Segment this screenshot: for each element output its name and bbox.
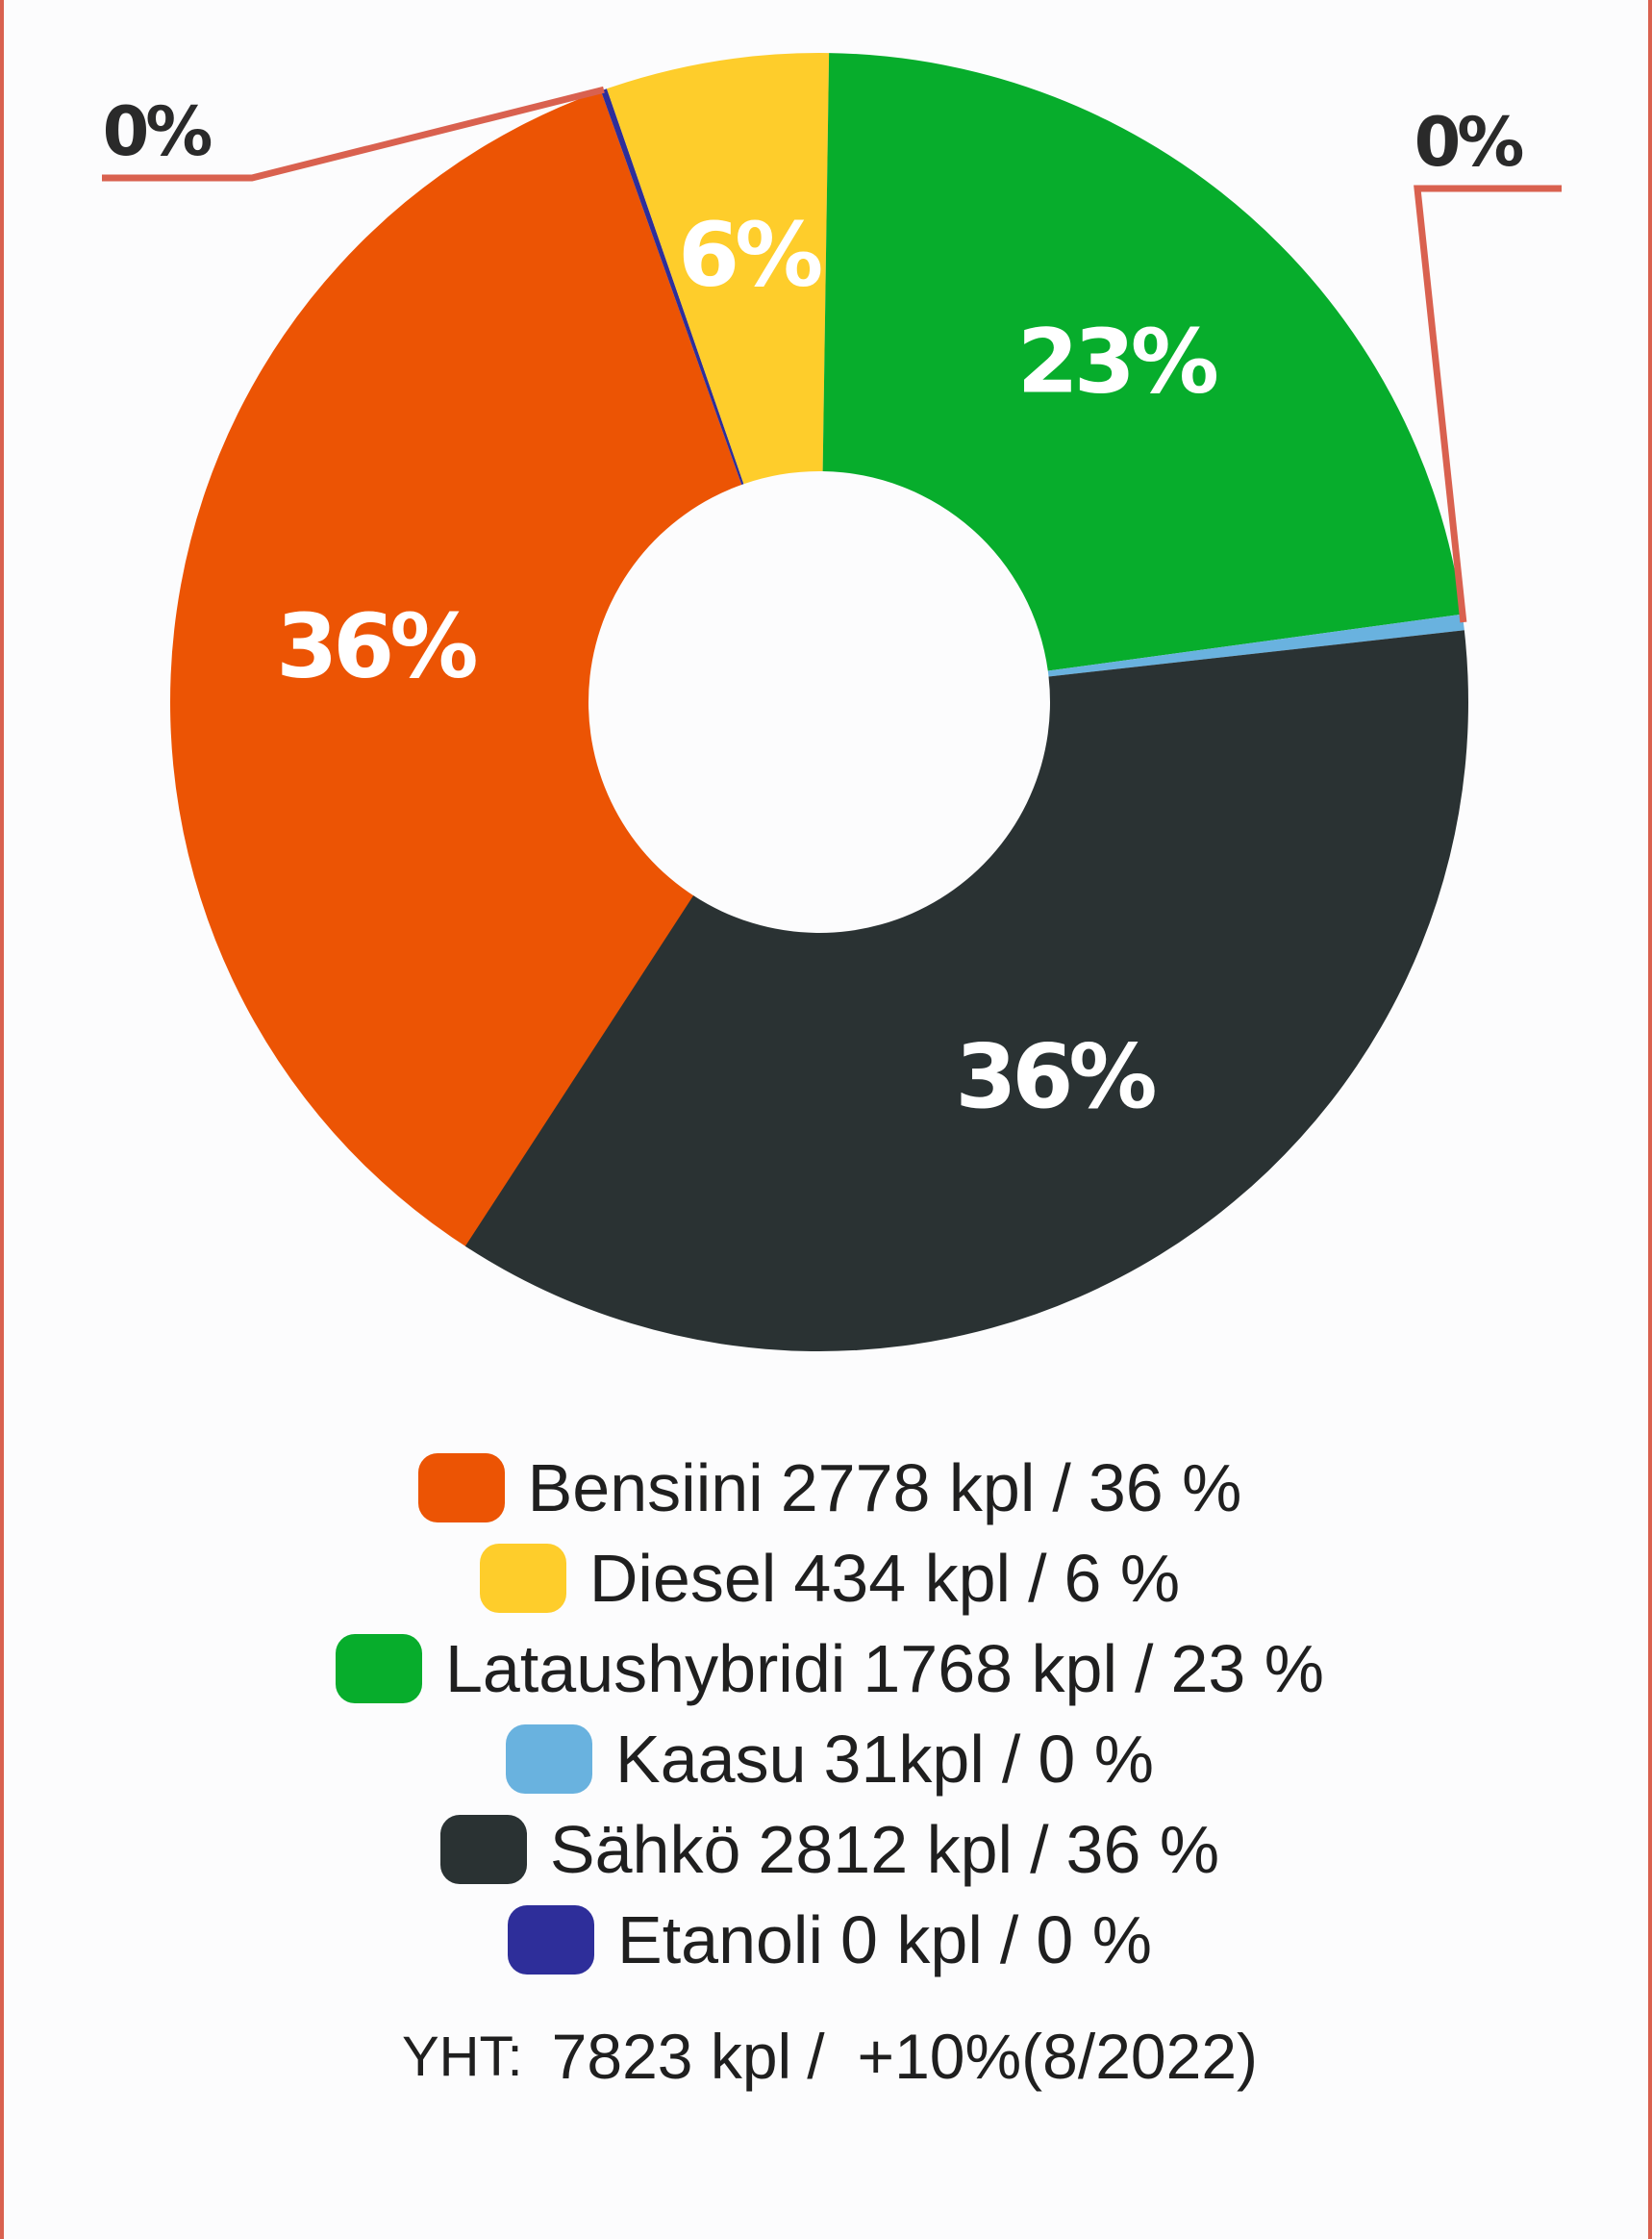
total-value: 7823 kpl — [551, 2021, 792, 2092]
legend-series-name: Sähkö — [549, 1812, 741, 1887]
legend-series-name: Lataushybridi — [444, 1631, 846, 1706]
donut-slice-sähkö — [464, 630, 1468, 1351]
legend-swatch — [335, 1634, 422, 1703]
legend-percent: 6 % — [1064, 1541, 1181, 1616]
legend-separator: / — [1052, 1450, 1071, 1525]
donut-slice-etanoli — [600, 88, 744, 485]
legend-series-name: Diesel — [588, 1541, 777, 1616]
legend-swatch — [479, 1544, 566, 1613]
legend-series-name: Bensiini — [527, 1450, 763, 1525]
callout-label: 0% — [1414, 103, 1523, 182]
legend-separator: / — [1030, 1812, 1049, 1887]
legend-item: Bensiini 2778 kpl / 36 % — [4, 1443, 1652, 1533]
legend-percent: 23 % — [1170, 1631, 1325, 1706]
total-summary: YHT: 7823 kpl / +10%(8/2022) — [4, 2020, 1652, 2093]
legend-item: Sähkö 2812 kpl / 36 % — [4, 1804, 1652, 1895]
legend-count: 434 kpl — [793, 1541, 1012, 1616]
donut-chart: 36% 6% 23% 36% 0% 0% — [102, 53, 1562, 1351]
legend-series-name: Etanoli — [617, 1902, 824, 1977]
legend-count: 31kpl — [823, 1722, 985, 1797]
legend-count: 2778 kpl — [780, 1450, 1036, 1525]
legend: Bensiini 2778 kpl / 36 % Diesel 434 kpl … — [4, 1443, 1652, 1985]
donut-slice-kaasu — [1047, 614, 1464, 677]
total-label: YHT: — [401, 2025, 523, 2088]
total-separator: / — [807, 2021, 825, 2092]
legend-percent: 36 % — [1088, 1450, 1242, 1525]
legend-item: Diesel 434 kpl / 6 % — [4, 1533, 1652, 1623]
legend-swatch — [439, 1815, 527, 1884]
legend-item: Etanoli 0 kpl / 0 % — [4, 1895, 1652, 1985]
legend-count: 0 kpl — [840, 1902, 983, 1977]
legend-separator: / — [999, 1902, 1019, 1977]
legend-count: 1768 kpl — [863, 1631, 1118, 1706]
donut-slice-lataushybridi — [822, 53, 1463, 671]
legend-item: Kaasu 31kpl / 0 % — [4, 1714, 1652, 1804]
callout-label: 0% — [103, 92, 212, 171]
legend-separator: / — [1001, 1722, 1021, 1797]
callout-line — [1414, 185, 1562, 623]
legend-swatch — [417, 1453, 505, 1522]
slice-label: 36% — [276, 594, 476, 697]
legend-count: 2812 kpl — [758, 1812, 1014, 1887]
total-change: +10%(8/2022) — [857, 2021, 1259, 2092]
legend-series-name: Kaasu — [615, 1722, 807, 1797]
legend-item: Lataushybridi 1768 kpl / 23 % — [4, 1623, 1652, 1714]
legend-separator: / — [1135, 1631, 1154, 1706]
slice-label: 23% — [1017, 310, 1217, 413]
slice-label: 36% — [955, 1025, 1155, 1128]
legend-percent: 36 % — [1065, 1812, 1220, 1887]
legend-separator: / — [1028, 1541, 1047, 1616]
donut-slice-diesel — [606, 53, 830, 485]
callout-line — [102, 86, 605, 182]
donut-slice-bensiini — [170, 90, 742, 1250]
legend-swatch — [508, 1905, 594, 1975]
slice-label: 6% — [678, 203, 821, 306]
legend-percent: 0 % — [1036, 1902, 1152, 1977]
legend-swatch — [506, 1724, 593, 1794]
legend-percent: 0 % — [1038, 1722, 1154, 1797]
